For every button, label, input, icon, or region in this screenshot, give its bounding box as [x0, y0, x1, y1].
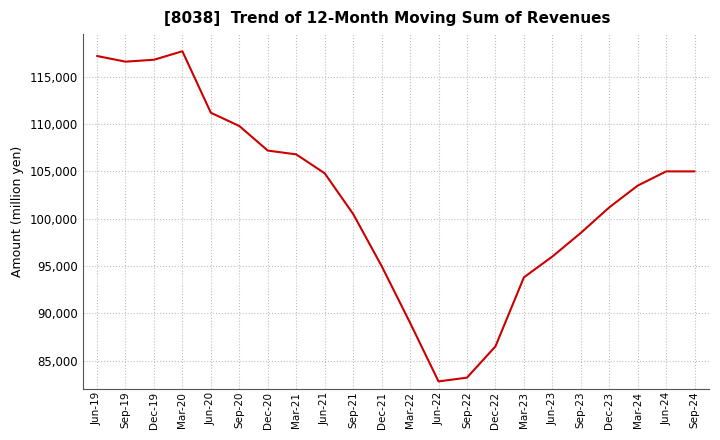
- Y-axis label: Amount (million yen): Amount (million yen): [11, 146, 24, 277]
- Text: [8038]  Trend of 12-Month Moving Sum of Revenues: [8038] Trend of 12-Month Moving Sum of R…: [164, 11, 611, 26]
